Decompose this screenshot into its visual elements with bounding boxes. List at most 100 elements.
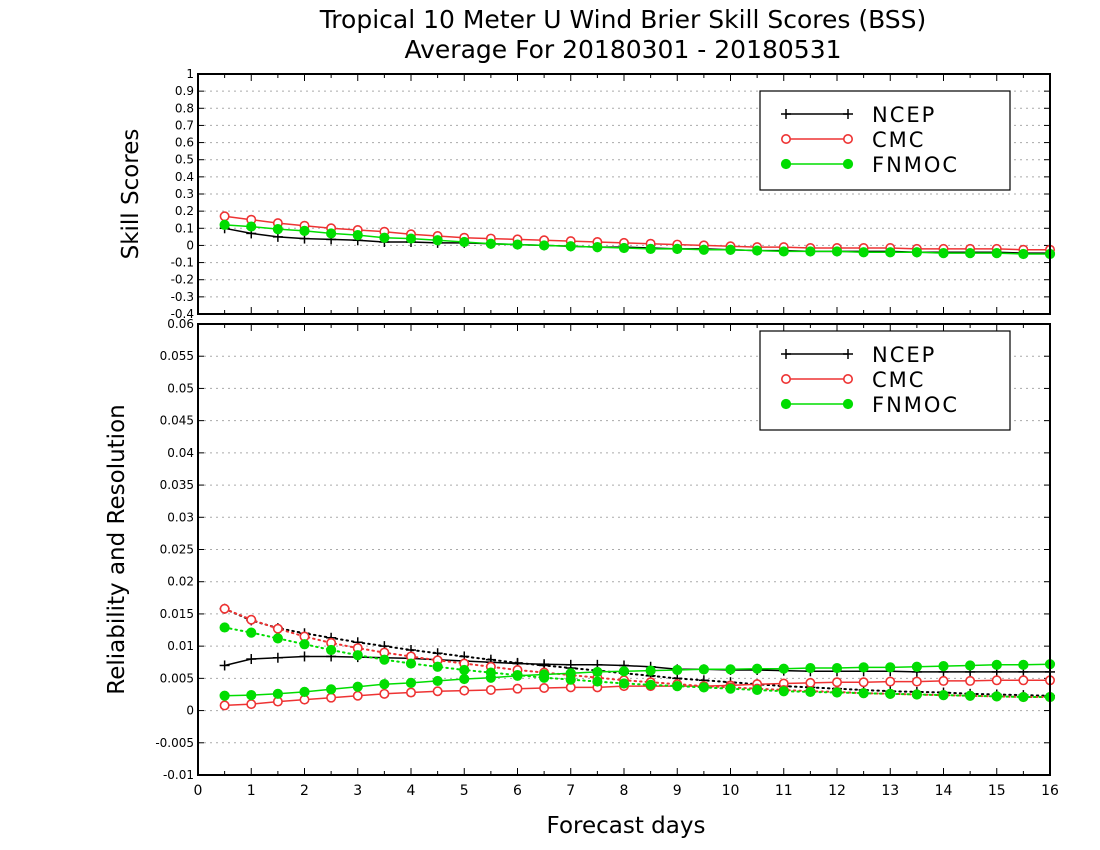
data-point-fnmoc bbox=[379, 232, 390, 243]
data-point-fnmoc bbox=[272, 688, 283, 699]
data-point-cmc-reliability bbox=[272, 623, 283, 634]
data-point-cmc bbox=[991, 675, 1002, 686]
data-point-fnmoc-reliability bbox=[539, 672, 550, 683]
data-point-fnmoc bbox=[965, 248, 976, 259]
data-point-fnmoc-reliability bbox=[698, 682, 709, 693]
y-tick-label: 0.2 bbox=[175, 204, 194, 218]
series-line-fnmoc bbox=[223, 663, 1051, 697]
data-point-cmc bbox=[911, 676, 922, 687]
data-point-fnmoc bbox=[725, 664, 736, 675]
y-tick-label: 0.1 bbox=[175, 221, 194, 235]
data-point-cmc bbox=[858, 677, 869, 688]
data-point-fnmoc bbox=[485, 238, 496, 249]
data-point-fnmoc bbox=[592, 666, 603, 678]
data-point-fnmoc bbox=[352, 681, 363, 692]
series-line-ncep bbox=[223, 655, 1051, 673]
data-point-fnmoc bbox=[885, 662, 896, 673]
series-fnmoc bbox=[219, 219, 1056, 260]
y-tick-label: 0.02 bbox=[167, 575, 194, 589]
series-ncep bbox=[219, 651, 1055, 677]
data-point-fnmoc bbox=[698, 244, 709, 255]
y-axis-title: Reliability and Resolution bbox=[104, 404, 130, 694]
series-line-ncep-reliability bbox=[223, 607, 1051, 697]
data-point-ncep bbox=[246, 654, 257, 665]
data-point-fnmoc-reliability bbox=[672, 680, 683, 692]
legend-label: FNMOC bbox=[872, 393, 959, 417]
legend-marker bbox=[843, 349, 853, 359]
data-point-fnmoc bbox=[752, 663, 763, 674]
x-tick-label: 4 bbox=[407, 783, 416, 799]
data-point-fnmoc bbox=[405, 233, 417, 244]
legend-marker bbox=[842, 134, 853, 145]
plot-frame bbox=[197, 73, 1051, 315]
data-point-ncep bbox=[219, 660, 230, 671]
x-axis-title: Forecast days bbox=[547, 813, 706, 839]
legend-box bbox=[759, 90, 1011, 191]
data-point-cmc bbox=[885, 676, 896, 687]
data-point-fnmoc-reliability bbox=[752, 684, 763, 696]
x-tick-label: 13 bbox=[881, 783, 899, 799]
data-point-fnmoc bbox=[645, 243, 656, 254]
data-point-fnmoc-reliability bbox=[379, 654, 390, 665]
x-tick-label: 3 bbox=[353, 783, 362, 799]
legend-label: CMC bbox=[872, 128, 925, 152]
skill-scores-panel: -0.4 -0.3 -0.2 -0.1 0 0.1 0.2 0.3 0.4 0.5 0.6 0.7 0.… bbox=[118, 67, 1056, 321]
chart-title-line2: Average For 20180301 - 20180531 bbox=[404, 35, 841, 64]
data-point-fnmoc bbox=[326, 228, 337, 239]
legend-marker bbox=[842, 373, 853, 384]
data-point-fnmoc-reliability bbox=[592, 676, 603, 687]
data-point-fnmoc bbox=[272, 224, 283, 235]
data-point-fnmoc bbox=[565, 241, 576, 252]
data-point-fnmoc bbox=[592, 242, 603, 253]
y-tick-label: 0.035 bbox=[160, 478, 194, 492]
x-tick-label: 14 bbox=[935, 783, 953, 799]
data-point-fnmoc bbox=[778, 663, 789, 674]
legend-marker bbox=[780, 398, 792, 410]
plot-frame bbox=[197, 323, 1051, 776]
data-point-cmc bbox=[512, 683, 523, 694]
data-point-fnmoc-reliability bbox=[512, 670, 523, 681]
legend-marker bbox=[780, 158, 792, 170]
data-point-fnmoc bbox=[911, 661, 922, 672]
data-point-cmc bbox=[1018, 675, 1029, 686]
legend-marker bbox=[842, 158, 854, 170]
data-point-cmc bbox=[379, 688, 390, 699]
data-point-cmc bbox=[938, 675, 949, 686]
data-point-fnmoc bbox=[778, 246, 789, 257]
data-point-fnmoc bbox=[698, 664, 709, 675]
data-point-fnmoc-reliability bbox=[459, 664, 470, 676]
data-point-fnmoc-reliability bbox=[618, 678, 630, 689]
data-point-fnmoc bbox=[219, 690, 230, 701]
data-point-fnmoc-reliability bbox=[805, 686, 816, 697]
y-tick-label: -0.2 bbox=[171, 273, 194, 287]
data-point-cmc bbox=[219, 211, 230, 222]
data-point-fnmoc bbox=[219, 219, 230, 230]
data-point-fnmoc-reliability bbox=[1018, 691, 1029, 703]
y-tick-label: 0.025 bbox=[160, 543, 194, 557]
data-point-fnmoc bbox=[432, 235, 443, 246]
series-fnmoc-reliability bbox=[219, 622, 1056, 703]
series-cmc bbox=[219, 675, 1056, 711]
legend-entry-fnmoc: FNMOC bbox=[780, 153, 959, 177]
data-point-fnmoc bbox=[618, 242, 630, 254]
data-point-fnmoc-reliability bbox=[219, 622, 230, 633]
y-tick-label: 0 bbox=[186, 238, 194, 252]
data-point-fnmoc-reliability bbox=[272, 633, 283, 644]
data-point-cmc bbox=[459, 685, 470, 696]
data-point-fnmoc bbox=[965, 660, 976, 671]
y-tick-label: -0.4 bbox=[171, 307, 194, 321]
legend-box bbox=[759, 330, 1011, 431]
data-point-cmc bbox=[831, 677, 842, 688]
data-point-fnmoc-reliability bbox=[991, 691, 1002, 702]
data-point-fnmoc bbox=[299, 686, 310, 697]
x-tick-label: 0 bbox=[194, 783, 203, 799]
data-point-fnmoc bbox=[459, 236, 470, 248]
data-point-fnmoc bbox=[539, 240, 550, 251]
y-tick-label: 0.4 bbox=[175, 170, 194, 184]
legend-label: FNMOC bbox=[872, 153, 959, 177]
x-tick-label: 5 bbox=[460, 783, 469, 799]
data-point-fnmoc bbox=[831, 662, 843, 674]
y-tick-label: 0.005 bbox=[160, 671, 194, 685]
data-point-fnmoc bbox=[752, 245, 763, 256]
